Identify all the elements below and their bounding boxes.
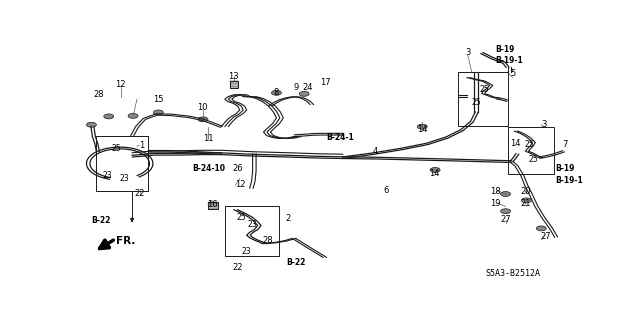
Text: 2: 2 [286, 214, 291, 223]
Text: 17: 17 [320, 78, 330, 87]
Text: 27: 27 [540, 232, 550, 241]
Circle shape [430, 167, 440, 172]
Text: 25: 25 [480, 85, 490, 94]
Text: 23: 23 [102, 171, 112, 180]
Text: 19: 19 [490, 199, 501, 208]
Text: S5A3-B2512A: S5A3-B2512A [486, 269, 541, 278]
Text: 23: 23 [248, 220, 257, 229]
Text: 12: 12 [235, 180, 246, 189]
Circle shape [104, 114, 114, 119]
Bar [208, 202, 218, 209]
Text: 24: 24 [302, 83, 312, 92]
Text: B-19: B-19 [495, 45, 515, 54]
Text: 5: 5 [510, 70, 515, 78]
Text: 3: 3 [465, 48, 470, 56]
Circle shape [500, 209, 511, 214]
Bar [458, 72, 508, 126]
Text: B-19-1: B-19-1 [495, 56, 524, 65]
Text: 26: 26 [232, 164, 243, 173]
Circle shape [536, 226, 547, 231]
Text: 23: 23 [120, 174, 129, 183]
Text: 25: 25 [112, 144, 122, 153]
Text: B-24-1: B-24-1 [326, 133, 354, 142]
Text: 23: 23 [241, 248, 251, 256]
Text: 14: 14 [429, 169, 440, 178]
Text: B-24-10: B-24-10 [192, 164, 225, 173]
Text: 9: 9 [293, 83, 298, 92]
Text: 7: 7 [563, 140, 568, 149]
Text: B-19: B-19 [555, 165, 575, 174]
Text: 20: 20 [520, 187, 531, 196]
Text: 3: 3 [541, 120, 547, 129]
Circle shape [500, 191, 511, 197]
Text: 28: 28 [93, 90, 104, 99]
Circle shape [271, 90, 282, 95]
Text: 4: 4 [372, 147, 378, 156]
Circle shape [522, 198, 531, 203]
Bar [230, 80, 237, 88]
Text: 16: 16 [207, 200, 218, 209]
Text: B-22: B-22 [286, 258, 305, 267]
Circle shape [300, 91, 309, 96]
Text: 15: 15 [153, 95, 164, 104]
Text: 28: 28 [262, 236, 273, 245]
Text: 11: 11 [203, 135, 213, 144]
Text: 22: 22 [232, 263, 243, 272]
Circle shape [417, 124, 428, 129]
Bar [225, 206, 280, 256]
Text: 25: 25 [525, 140, 534, 149]
Bar [97, 136, 148, 190]
Text: 27: 27 [500, 215, 511, 224]
Circle shape [128, 114, 138, 118]
Text: 13: 13 [228, 72, 239, 81]
Text: 14: 14 [509, 139, 520, 148]
Text: 10: 10 [197, 103, 208, 112]
Text: 18: 18 [490, 187, 501, 196]
Circle shape [86, 122, 97, 127]
Text: B-19-1: B-19-1 [555, 176, 583, 185]
Text: 25: 25 [236, 212, 246, 222]
Text: 22: 22 [134, 189, 145, 198]
Text: 25: 25 [529, 155, 538, 164]
Text: 1: 1 [139, 141, 144, 150]
Text: 12: 12 [115, 80, 126, 89]
Text: 25: 25 [472, 98, 482, 107]
Circle shape [198, 117, 208, 122]
Text: 14: 14 [417, 125, 428, 134]
Text: B-22: B-22 [91, 216, 110, 225]
Text: 6: 6 [383, 186, 388, 195]
Bar [508, 127, 554, 174]
Text: 21: 21 [520, 199, 531, 208]
Text: FR.: FR. [116, 236, 136, 246]
Circle shape [154, 110, 163, 115]
Text: 8: 8 [274, 88, 279, 97]
